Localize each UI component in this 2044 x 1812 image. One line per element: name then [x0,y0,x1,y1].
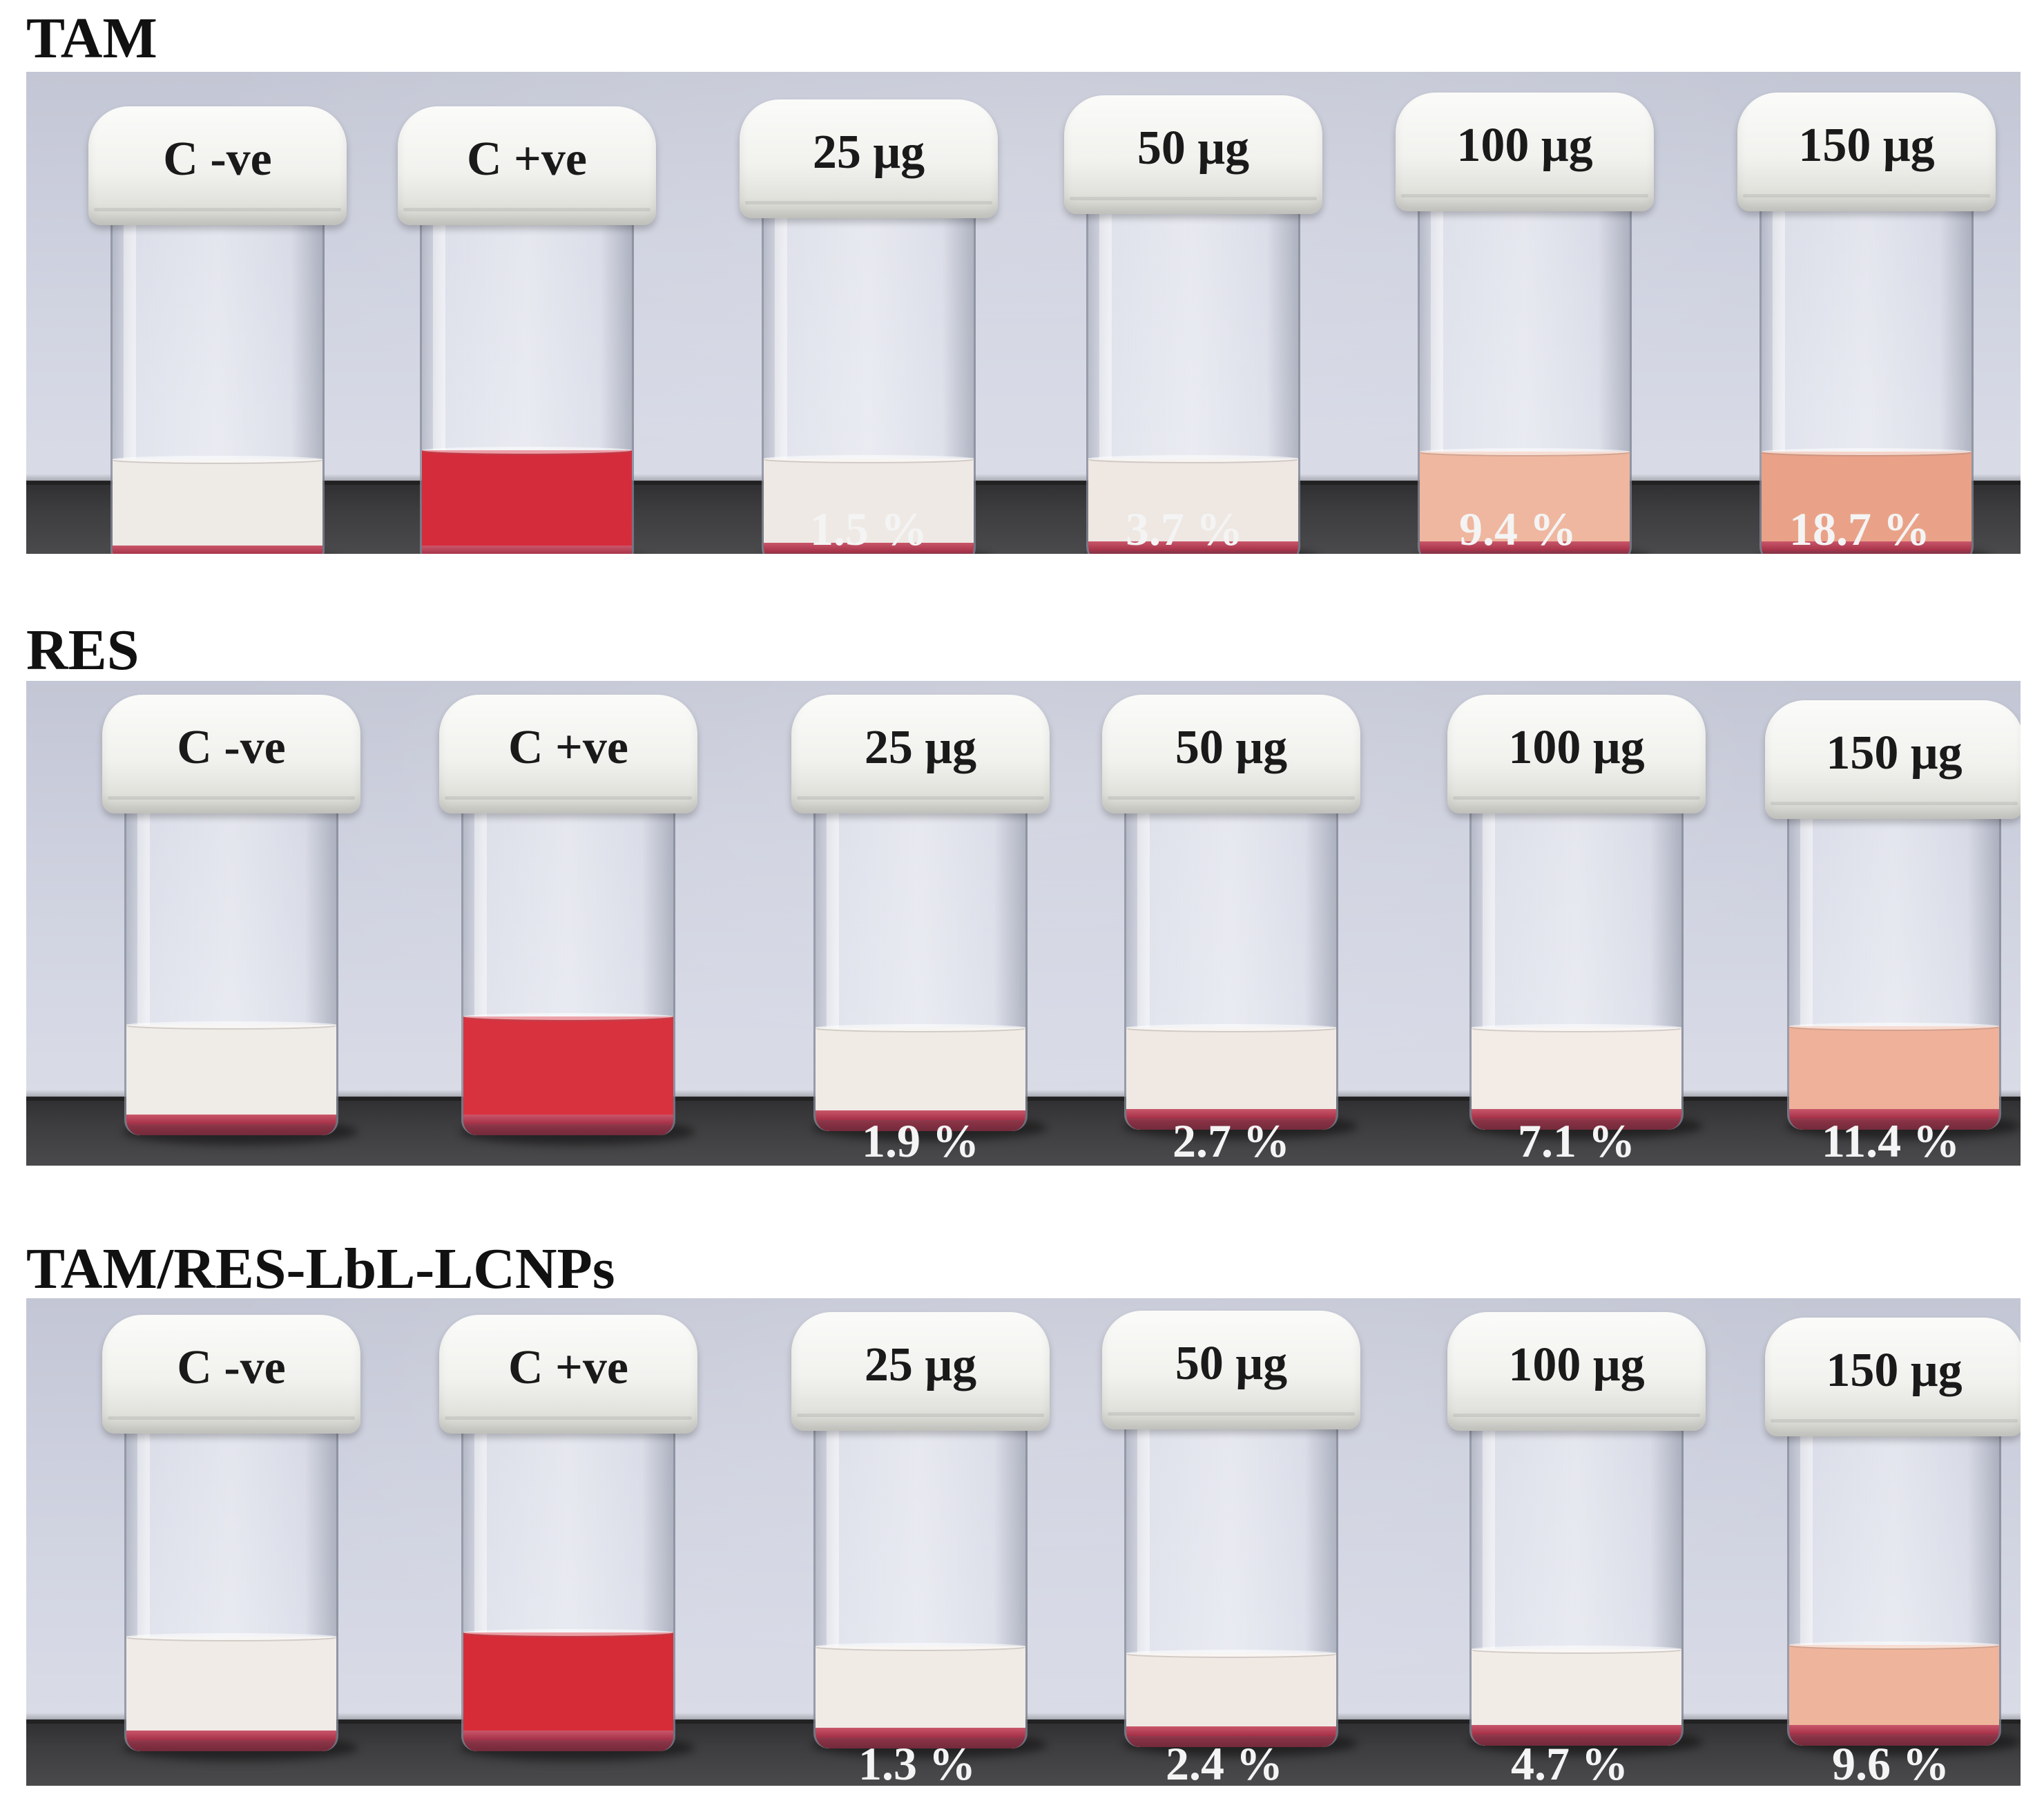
photo-panel-res: C -ve C +ve 25 μg 50 μg 100 μg [26,681,2021,1166]
vial-cap: 25 μg [791,695,1050,813]
hemolysis-percent: 9.6 % [1832,1737,1949,1786]
vial-cap: 150 μg [1765,700,2021,819]
vial-cap: 100 μg [1447,695,1706,813]
vial-label: 150 μg [1798,119,1935,172]
vial-c-neg: C -ve [88,106,347,554]
vial-cap: 50 μg [1102,1311,1360,1429]
vial-label: 150 μg [1826,726,1963,780]
panel-title-tam-res-lbl-lcnps: TAM/RES-LbL-LCNPs [26,1237,615,1301]
vial-cap: 50 μg [1064,95,1322,214]
hemolysis-percent: 2.4 % [1166,1737,1283,1786]
vial-c-neg: C -ve [102,695,360,1145]
vial-label: C -ve [177,721,286,774]
vial-label: 100 μg [1508,721,1645,774]
vial-150ug: 150 μg [1737,93,1996,554]
vial-label: C +ve [508,721,628,774]
vial-cap: C +ve [398,106,656,225]
vial-c-pos: C +ve [398,106,656,554]
vial-cap: 25 μg [740,99,998,218]
vial-label: 50 μg [1137,122,1250,175]
hemolysis-percent: 1.5 % [810,503,927,554]
vial-label: 25 μg [812,126,925,179]
vial-label: 50 μg [1175,721,1288,774]
vial-label: C +ve [508,1341,628,1394]
vial-label: 50 μg [1175,1337,1288,1390]
hemolysis-percent: 9.4 % [1459,503,1577,554]
vial-label: 25 μg [864,1338,977,1391]
vial-c-pos: C +ve [439,695,697,1145]
vial-cap: C +ve [439,695,697,813]
vial-c-neg: C -ve [102,1315,360,1761]
vial-cap: C -ve [102,695,360,813]
hemolysis-percent: 18.7 % [1789,503,1930,554]
hemolysis-percent: 1.9 % [862,1115,979,1166]
vial-150ug: 150 μg [1765,700,2021,1139]
vial-label: C -ve [177,1341,286,1394]
vial-label: 100 μg [1508,1338,1645,1391]
vial-label: 25 μg [864,721,977,774]
vial-100ug: 100 μg [1396,93,1654,554]
vial-cap: 100 μg [1396,93,1654,211]
vial-cap: C +ve [439,1315,697,1434]
vial-cap: 100 μg [1447,1312,1706,1431]
hemolysis-percent: 1.3 % [858,1737,976,1786]
vial-cap: 150 μg [1737,93,1996,211]
vial-c-pos: C +ve [439,1315,697,1761]
vial-cap: C -ve [102,1315,360,1434]
vial-50ug: 50 μg [1102,1311,1360,1757]
vial-50ug: 50 μg [1102,695,1360,1139]
vial-cap: 150 μg [1765,1318,2021,1436]
hemolysis-percent: 7.1 % [1518,1115,1635,1166]
vial-25ug: 25 μg [791,695,1050,1141]
hemolysis-percent: 4.7 % [1511,1737,1628,1786]
vial-150ug: 150 μg [1765,1318,2021,1755]
hemolysis-percent: 2.7 % [1173,1115,1290,1166]
vial-25ug: 25 μg [791,1312,1050,1758]
vial-50ug: 50 μg [1064,95,1322,554]
panel-title-res: RES [26,618,139,682]
photo-panel-tam-res-lbl-lcnps: C -ve C +ve 25 μg 50 μg 100 μg [26,1298,2021,1786]
vial-cap: 50 μg [1102,695,1360,813]
vial-label: 100 μg [1456,119,1593,172]
vial-cap: 25 μg [791,1312,1050,1431]
vial-100ug: 100 μg [1447,695,1706,1139]
hemolysis-percent: 3.7 % [1126,503,1243,554]
panel-title-tam: TAM [26,6,157,70]
vial-cap: C -ve [88,106,347,225]
vial-25ug: 25 μg [740,99,998,554]
vial-label: 150 μg [1826,1344,1963,1397]
vial-100ug: 100 μg [1447,1312,1706,1755]
hemolysis-percent: 11.4 % [1821,1115,1960,1166]
photo-panel-tam: C -ve C +ve 25 μg 50 μg 100 μg [26,72,2021,554]
vial-label: C -ve [163,133,272,186]
vial-label: C +ve [466,133,587,186]
